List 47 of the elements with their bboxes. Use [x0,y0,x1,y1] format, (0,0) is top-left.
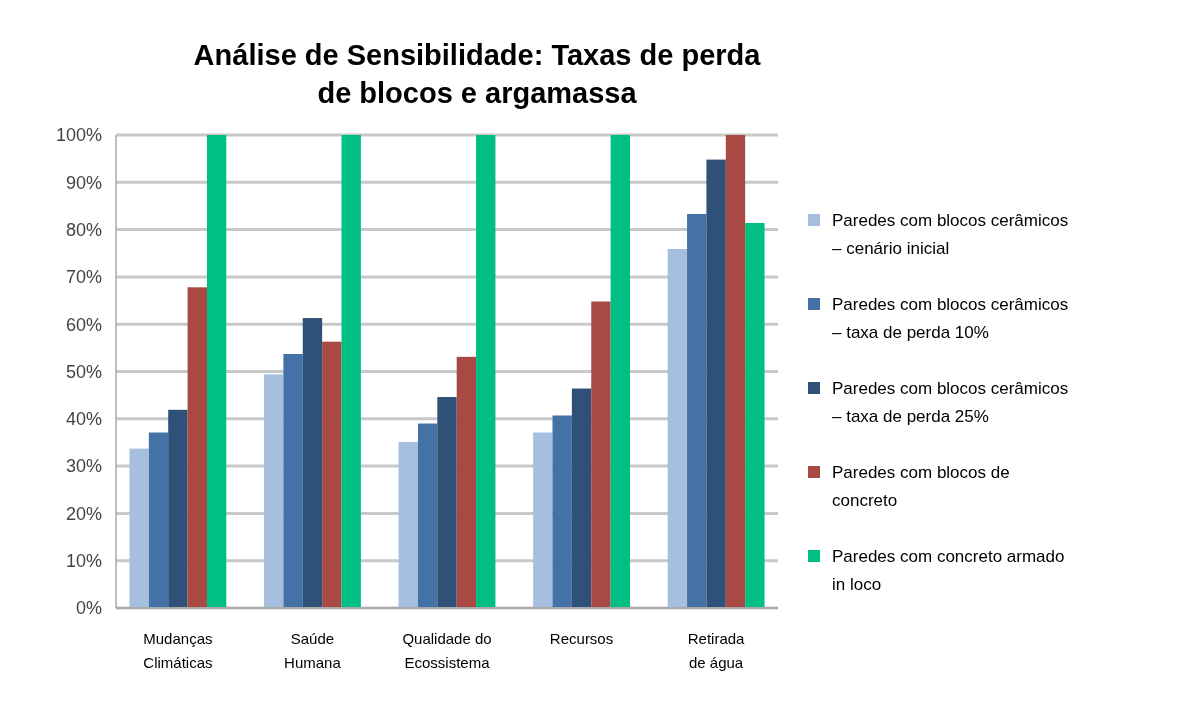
y-tick-label: 60% [65,314,102,335]
bar [264,374,284,608]
y-tick-label: 10% [65,551,102,571]
y-tick-label: 50% [65,361,102,382]
x-tick-label: Saúde Humana [284,630,342,671]
x-tick-label: Retirada de água [687,630,746,671]
bar [206,135,227,608]
bar [667,248,688,608]
legend-label: Paredes com blocos cerâmicos – cenário inicial [832,210,1069,258]
x-tick-label: Mudanças Climáticas [143,630,213,671]
y-tick-label: 100% [55,125,102,146]
bar [706,159,726,608]
chart-title: Análise de Sensibilidade: Taxas de perda de blocos e argamassa [193,39,762,109]
x-tick-label: Qualidade do Ecossistema [402,630,492,671]
bar [552,415,572,608]
bar [610,135,630,608]
bar [302,318,323,608]
bar [129,448,149,608]
legend-label: Paredes com blocos de concreto [832,462,1010,510]
legend-label: Paredes com blocos cerâmicos – taxa de perda 10% [832,294,1069,342]
bar [533,432,553,608]
y-tick-label: 30% [65,456,102,477]
y-tick-label: 80% [65,219,102,240]
legend-label: Paredes com blocos cerâmicos – taxa de perda 25% [832,378,1069,426]
x-tick-label: Recursos [549,630,614,647]
bar [745,222,765,608]
bar [341,135,361,608]
y-tick-label: 70% [65,267,102,288]
legend-label: Paredes com concreto armado in loco [832,546,1065,594]
bar [148,432,169,608]
bar [398,441,418,608]
bar [476,135,496,608]
bar [168,409,188,608]
bar [187,287,207,608]
y-tick-label: 90% [65,172,102,193]
bar [725,135,746,608]
bar [687,213,707,608]
bar [283,354,303,608]
bar [417,423,438,608]
y-tick-label: 20% [65,503,102,524]
bar [322,341,342,608]
bar [456,356,477,608]
bar [591,301,611,608]
y-tick-label: 0% [75,598,102,619]
bar [437,397,457,608]
bar [571,388,592,608]
y-tick-label: 40% [65,409,102,430]
